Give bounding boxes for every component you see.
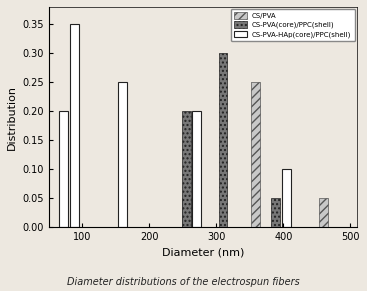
Bar [70,24,79,228]
Bar [192,111,201,228]
Bar [319,198,328,228]
Bar [251,82,259,228]
Bar [59,181,68,228]
Bar [271,198,280,228]
Bar [182,198,190,228]
Bar [70,88,79,228]
Bar [282,169,291,228]
Bar [118,169,127,228]
Bar [59,169,68,228]
Bar [59,111,68,228]
Bar [118,158,127,228]
Legend: CS/PVA, CS-PVA(core)/PPC(shell), CS-PVA-HAp(core)/PPC(shell): CS/PVA, CS-PVA(core)/PPC(shell), CS-PVA-… [230,9,355,41]
Bar [118,82,127,228]
Bar [219,53,228,228]
Y-axis label: Distribution: Distribution [7,85,17,150]
X-axis label: Diameter (nm): Diameter (nm) [162,248,244,258]
Text: Diameter distributions of the electrospun fibers: Diameter distributions of the electrospu… [67,277,300,287]
Bar [70,111,79,228]
Bar [182,111,190,228]
